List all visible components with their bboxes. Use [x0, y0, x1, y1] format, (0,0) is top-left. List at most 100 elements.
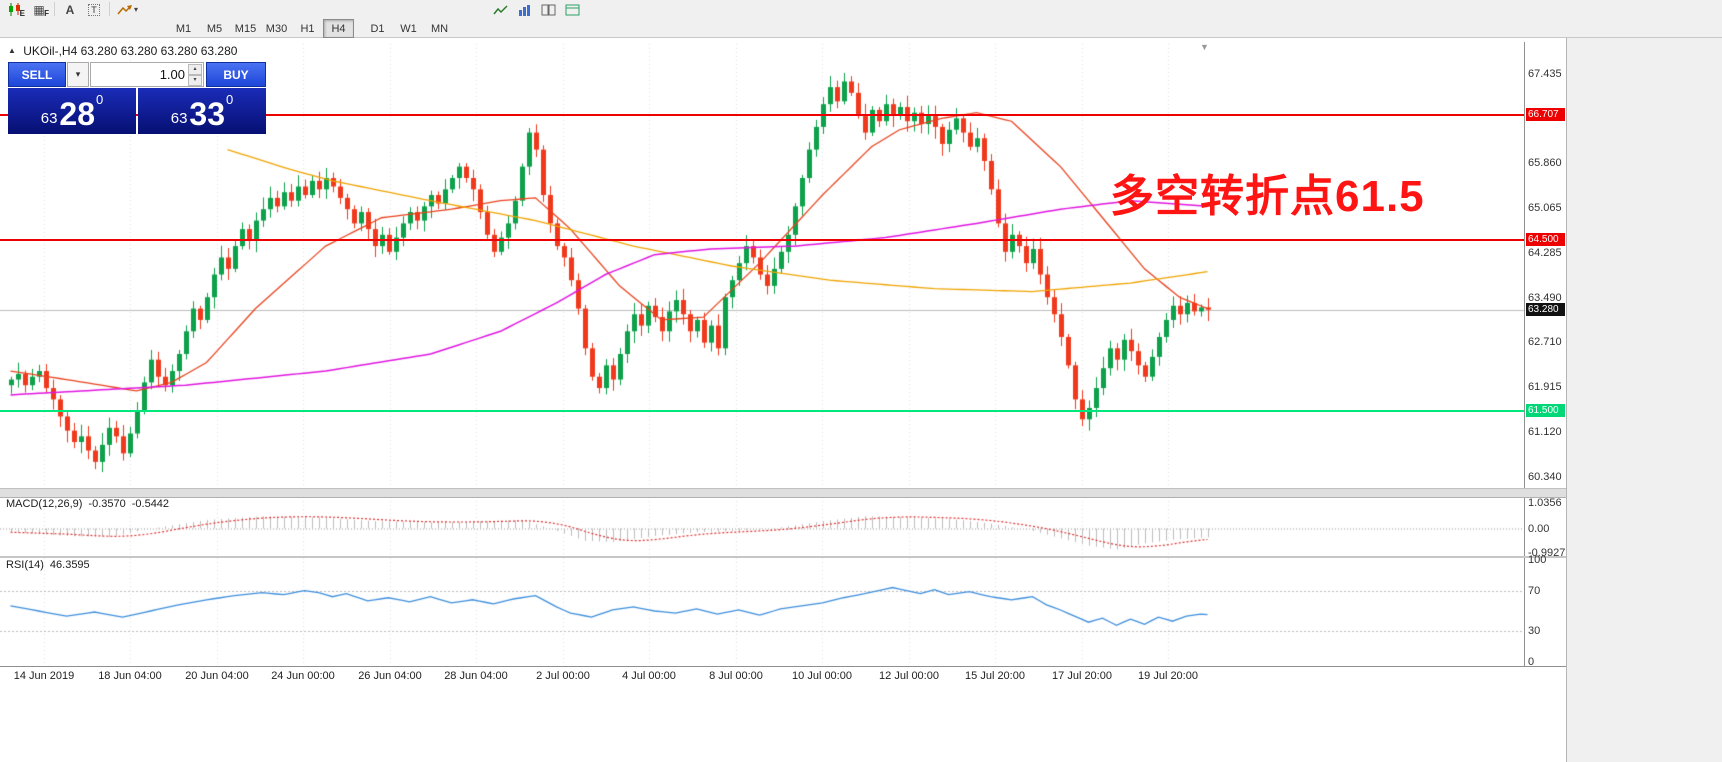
horizontal-line-64.5[interactable]: [0, 239, 1524, 242]
toolbar-row-timeframes: M1 M5 M15 M30 H1 H4 D1 W1 MN: [0, 18, 1722, 38]
sell-price-prefix: 63: [40, 110, 58, 127]
volume-up-icon[interactable]: ▴: [188, 64, 202, 75]
macd-axis-label: -0.9927: [1528, 547, 1566, 559]
timeframe-bar: M1 M5 M15 M30 H1 H4 D1 W1 MN: [168, 19, 455, 38]
line-chart-icon[interactable]: [489, 1, 511, 18]
candlestick-glyph: [9, 3, 20, 16]
zigzag-glyph: [117, 4, 132, 14]
time-axis-label: 28 Jun 04:00: [444, 670, 508, 682]
macd-header: MACD(12,26,9) -0.3570 -0.5442: [6, 498, 175, 510]
time-axis-label: 2 Jul 00:00: [536, 670, 590, 682]
macd-name: MACD(12,26,9): [6, 498, 83, 510]
toolbar-row-icons: E ▦ F A T ▾: [0, 0, 1722, 18]
macd-axis-label: 1.0356: [1528, 497, 1562, 509]
chart-shift-marker[interactable]: ▼: [1200, 42, 1209, 52]
price-chart-canvas[interactable]: [0, 38, 1566, 762]
time-axis-label: 24 Jun 00:00: [271, 670, 335, 682]
collapse-icon[interactable]: ▲: [8, 46, 16, 55]
trade-options-caret[interactable]: ▾: [67, 62, 89, 87]
macd-value-main: -0.3570: [88, 498, 126, 510]
macd-value-signal: -0.5442: [131, 498, 170, 510]
price-tick: 61.915: [1528, 381, 1562, 394]
toolbar-right-icons: [488, 0, 584, 18]
time-axis-label: 20 Jun 04:00: [185, 670, 249, 682]
rsi-name: RSI(14): [6, 559, 44, 571]
buy-price[interactable]: 63 33 0: [138, 88, 266, 134]
candlestick-chart-icon[interactable]: E: [4, 1, 26, 18]
rsi-axis-label: 100: [1528, 554, 1547, 566]
icon-sub-label: E: [19, 9, 25, 18]
trade-controls-row: SELL ▾ 1.00 ▴ ▾ BUY: [8, 62, 266, 87]
toolbar-separator: [109, 2, 110, 16]
horizontal-line-66.707[interactable]: [0, 114, 1524, 117]
price-tick: 67.435: [1528, 67, 1562, 80]
time-axis-label: 19 Jul 20:00: [1138, 670, 1198, 682]
timeframe-mn[interactable]: MN: [430, 22, 449, 35]
chart-window: ▲ UKOil-,H4 63.280 63.280 63.280 63.280 …: [0, 38, 1567, 762]
text-label-icon[interactable]: T: [83, 1, 105, 18]
macd-axis-label: 0.00: [1528, 522, 1550, 535]
timeframe-w1[interactable]: W1: [400, 22, 417, 35]
time-axis-line: [0, 666, 1566, 667]
buy-price-sup: 0: [226, 92, 234, 107]
horizontal-line-61.5[interactable]: [0, 409, 1524, 412]
grid-chart-icon[interactable]: ▦ F: [28, 1, 50, 19]
timeframe-m1[interactable]: M1: [175, 22, 192, 35]
bar-chart-icon[interactable]: [513, 1, 535, 18]
timeframe-m5[interactable]: M5: [206, 22, 223, 35]
price-tick: 64.285: [1528, 246, 1562, 259]
rsi-value: 46.3595: [49, 559, 90, 571]
chart-header: ▲ UKOil-,H4 63.280 63.280 63.280 63.280: [8, 44, 237, 58]
timeframe-h4[interactable]: H4: [323, 19, 354, 38]
font-icon[interactable]: A: [59, 1, 81, 18]
one-click-trading-panel: SELL ▾ 1.00 ▴ ▾ BUY 63 28 0 6: [8, 62, 266, 134]
time-axis-label: 12 Jul 00:00: [879, 670, 939, 682]
price-tick: 62.710: [1528, 336, 1562, 349]
timeframe-d1[interactable]: D1: [370, 22, 385, 35]
dropdown-caret-icon: ▾: [134, 4, 139, 14]
price-badge-66.707: 66.707: [1526, 108, 1565, 122]
toolbar-separator: [54, 2, 55, 16]
sell-price[interactable]: 63 28 0: [8, 88, 136, 134]
price-tick: 65.065: [1528, 202, 1562, 215]
time-axis-label: 18 Jun 04:00: [98, 670, 162, 682]
timeframe-m30[interactable]: M30: [265, 22, 288, 35]
time-axis-label: 4 Jul 00:00: [622, 670, 676, 682]
volume-spinner: ▴ ▾: [188, 64, 202, 86]
rsi-header: RSI(14) 46.3595: [6, 559, 96, 571]
price-tick: 63.490: [1528, 291, 1562, 304]
volume-value: 1.00: [159, 67, 185, 82]
rsi-axis-label: 0: [1528, 656, 1535, 668]
price-tick: 65.860: [1528, 157, 1562, 170]
zigzag-draw-icon[interactable]: ▾: [114, 1, 141, 18]
symbol-ohlc-text: UKOil-,H4 63.280 63.280 63.280 63.280: [23, 44, 238, 58]
buy-price-prefix: 63: [170, 110, 188, 127]
sell-button[interactable]: SELL: [8, 62, 66, 87]
timeframe-h1[interactable]: H1: [300, 22, 315, 35]
toolbar-left-icons: E ▦ F A T ▾: [3, 0, 142, 18]
time-axis-label: 8 Jul 00:00: [709, 670, 763, 682]
time-axis-label: 10 Jul 00:00: [792, 670, 852, 682]
chart-annotation-text[interactable]: 多空转折点61.5: [1110, 172, 1425, 221]
volume-down-icon[interactable]: ▾: [188, 75, 202, 86]
price-badge-64.500: 64.500: [1526, 233, 1565, 247]
timeframe-m15[interactable]: M15: [234, 22, 257, 35]
sell-price-sup: 0: [96, 92, 104, 107]
buy-button[interactable]: BUY: [206, 62, 266, 87]
rsi-axis-label: 30: [1528, 625, 1541, 638]
volume-field[interactable]: 1.00 ▴ ▾: [90, 62, 204, 87]
time-axis-label: 17 Jul 20:00: [1052, 670, 1112, 682]
template-icon[interactable]: [561, 1, 583, 18]
price-tick: 61.120: [1528, 426, 1562, 439]
sell-price-big: 28: [59, 96, 96, 132]
time-axis-label: 26 Jun 04:00: [358, 670, 422, 682]
price-axis-line: [1524, 42, 1525, 667]
time-axis-label: 14 Jun 2019: [13, 670, 75, 682]
price-badge-63.280: 63.280: [1526, 302, 1565, 316]
panel-divider[interactable]: [0, 488, 1566, 498]
price-tick: 60.340: [1528, 470, 1562, 483]
icon-sub-label: F: [44, 9, 49, 18]
panel-divider[interactable]: [0, 556, 1566, 558]
tile-windows-icon[interactable]: [537, 1, 559, 18]
